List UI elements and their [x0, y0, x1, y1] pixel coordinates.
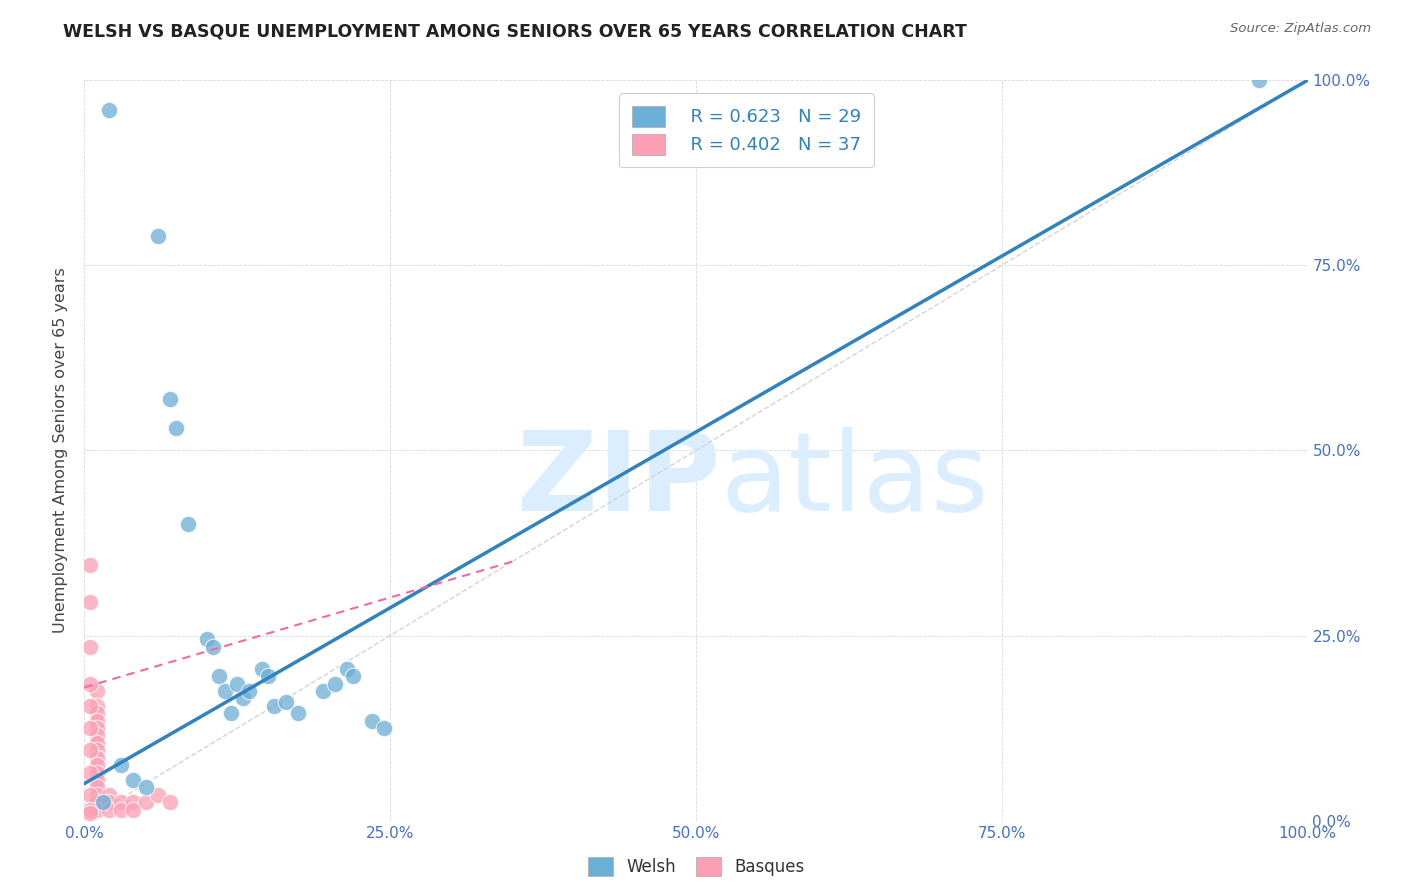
Point: [135, 795, 157, 809]
Text: WELSH VS BASQUE UNEMPLOYMENT AMONG SENIORS OVER 65 YEARS CORRELATION CHART: WELSH VS BASQUE UNEMPLOYMENT AMONG SENIO…: [63, 22, 967, 40]
Text: atlas: atlas: [720, 426, 988, 533]
Point: [195, 632, 218, 647]
Point: [232, 691, 254, 706]
Point: [1247, 73, 1270, 87]
Point: [257, 669, 280, 683]
Point: [110, 795, 132, 809]
Point: [342, 669, 364, 683]
Point: [86, 721, 108, 735]
Point: [122, 795, 145, 809]
Point: [219, 706, 242, 721]
Point: [79, 721, 101, 735]
Point: [86, 706, 108, 721]
Point: [159, 795, 181, 809]
Legend: Welsh, Basques: Welsh, Basques: [578, 847, 814, 887]
Point: [91, 795, 114, 809]
Point: [323, 676, 346, 690]
Point: [250, 662, 273, 676]
Point: [79, 806, 101, 821]
Point: [122, 803, 145, 817]
Point: [110, 758, 132, 772]
Point: [97, 788, 120, 802]
Point: [86, 795, 108, 809]
Text: Source: ZipAtlas.com: Source: ZipAtlas.com: [1230, 22, 1371, 36]
Point: [79, 788, 101, 802]
Point: [135, 780, 157, 795]
Point: [79, 743, 101, 757]
Point: [79, 765, 101, 780]
Point: [165, 421, 187, 435]
Point: [79, 676, 101, 690]
Point: [79, 558, 101, 573]
Point: [97, 803, 120, 817]
Point: [86, 788, 108, 802]
Y-axis label: Unemployment Among Seniors over 65 years: Unemployment Among Seniors over 65 years: [53, 268, 69, 633]
Point: [276, 695, 298, 709]
Point: [86, 780, 108, 795]
Point: [86, 758, 108, 772]
Point: [86, 772, 108, 787]
Point: [79, 803, 101, 817]
Point: [86, 803, 108, 817]
Point: [86, 684, 108, 698]
Point: [373, 721, 395, 735]
Point: [97, 103, 120, 117]
Point: [238, 684, 260, 698]
Point: [79, 698, 101, 713]
Point: [86, 765, 108, 780]
Point: [86, 736, 108, 750]
Point: [86, 698, 108, 713]
Point: [263, 698, 285, 713]
Point: [159, 392, 181, 406]
Point: [360, 714, 382, 728]
Point: [110, 803, 132, 817]
Point: [146, 228, 169, 243]
Point: [86, 729, 108, 743]
Point: [79, 640, 101, 654]
Point: [336, 662, 359, 676]
Point: [177, 517, 200, 532]
Point: [86, 743, 108, 757]
Point: [86, 750, 108, 764]
Point: [312, 684, 335, 698]
Point: [97, 795, 120, 809]
Text: ZIP: ZIP: [517, 426, 720, 533]
Point: [208, 669, 231, 683]
Point: [86, 714, 108, 728]
Point: [214, 684, 236, 698]
Point: [287, 706, 309, 721]
Point: [79, 595, 101, 609]
Point: [122, 772, 145, 787]
Point: [226, 676, 249, 690]
Point: [201, 640, 224, 654]
Point: [146, 788, 169, 802]
